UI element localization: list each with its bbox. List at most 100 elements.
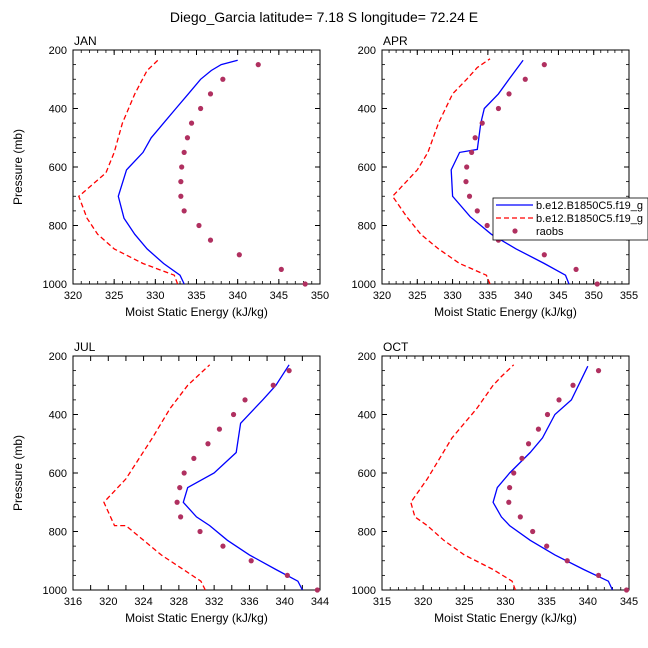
raobs-point (464, 164, 470, 170)
raobs-point (181, 208, 187, 214)
legend-label: raobs (536, 226, 564, 238)
series-line-model2 (103, 364, 211, 591)
raobs-point (197, 528, 203, 535)
raobs-point (570, 382, 576, 388)
x-tick-label: 336 (240, 596, 258, 608)
plot-frame (381, 355, 630, 591)
legend-label: b.e12.B1850C5.f19_g (536, 200, 643, 212)
x-tick-label: 340 (228, 290, 246, 302)
raobs-point (278, 266, 284, 272)
x-tick-label: 315 (373, 596, 391, 608)
raobs-point (506, 91, 512, 97)
raobs-point (472, 135, 478, 141)
x-tick-label: 320 (64, 290, 82, 302)
panels: JAN 320 325 330 335 340 345 350 200 400 600 800 1000… (11, 34, 638, 625)
raobs-point (230, 411, 237, 418)
x-tick-label: 320 (373, 290, 391, 302)
raobs-point (595, 368, 602, 374)
raobs-point (174, 499, 180, 505)
y-tick-label: 1000 (352, 585, 376, 597)
raobs-point (623, 587, 630, 593)
raobs-point (506, 499, 512, 505)
x-tick-label: 320 (99, 596, 117, 608)
raobs-point (525, 441, 532, 447)
raobs-point (179, 164, 185, 170)
raobs-point (178, 179, 184, 185)
x-tick-label: 330 (496, 596, 514, 608)
raobs-point (474, 208, 480, 214)
raobs-point (541, 62, 547, 68)
y-tick-label: 200 (358, 45, 376, 57)
chart-panel-jul: JUL 316 320 324 328 332 336 340 344 200 400 600 800 1… (11, 340, 329, 625)
raobs-point (466, 193, 473, 199)
raobs-point (220, 76, 226, 82)
raobs-point (564, 558, 570, 564)
y-tick-label: 400 (358, 410, 376, 422)
x-tick-label: 345 (620, 596, 638, 608)
series-line-model1 (182, 364, 303, 591)
raobs-point (178, 514, 184, 520)
raobs-point (519, 455, 525, 461)
raobs-point (544, 543, 550, 549)
plot-frame (72, 355, 321, 591)
legend-marker-raobs (512, 228, 518, 234)
x-tick-label: 320 (414, 596, 432, 608)
raobs-point (302, 281, 308, 287)
x-tick-label: 324 (134, 596, 152, 608)
raobs-point (511, 470, 517, 476)
x-tick-label: 335 (537, 596, 555, 608)
series-line-model1 (492, 365, 614, 591)
x-tick-label: 335 (479, 290, 497, 302)
y-tick-label: 200 (358, 351, 376, 363)
raobs-point (177, 485, 183, 491)
chart-panel-jan: JAN 320 325 330 335 340 345 350 200 400 600 800 1000… (11, 34, 329, 319)
x-axis-label: Moist Static Energy (kJ/kg) (434, 611, 577, 625)
y-tick-label: 600 (49, 162, 67, 174)
raobs-point (286, 368, 292, 374)
raobs-point (236, 252, 242, 258)
x-tick-label: 355 (620, 290, 638, 302)
raobs-point (242, 397, 248, 403)
y-tick-label: 600 (49, 468, 67, 480)
x-axis-label: Moist Static Energy (kJ/kg) (125, 305, 268, 319)
raobs-point (535, 426, 542, 432)
y-tick-label: 800 (49, 221, 67, 233)
x-tick-label: 350 (585, 290, 603, 302)
x-tick-label: 340 (276, 596, 294, 608)
raobs-point (479, 120, 485, 126)
y-tick-label: 1000 (352, 279, 376, 291)
raobs-point (207, 237, 214, 243)
raobs-point (495, 105, 502, 112)
raobs-point (205, 441, 211, 447)
panel-title: JUL (74, 340, 96, 354)
y-tick-label: 1000 (43, 279, 67, 291)
raobs-point (216, 426, 223, 432)
raobs-point (544, 411, 551, 418)
x-tick-label: 350 (311, 290, 329, 302)
x-tick-label: 335 (187, 290, 205, 302)
y-tick-label: 200 (49, 351, 67, 363)
raobs-point (556, 397, 562, 403)
raobs-point (517, 514, 523, 520)
raobs-point (522, 76, 528, 82)
raobs-point (181, 149, 187, 155)
x-axis-label: Moist Static Energy (kJ/kg) (434, 305, 577, 319)
raobs-point (178, 193, 184, 199)
x-tick-label: 328 (170, 596, 188, 608)
raobs-point (284, 572, 290, 578)
raobs-point (184, 135, 191, 141)
y-tick-label: 800 (49, 527, 67, 539)
raobs-point (220, 543, 226, 549)
series-line-model2 (410, 364, 517, 591)
chart-panel-apr: APR 320 325 330 335 340 345 350 355 200 400 600 800 1… (352, 34, 639, 319)
raobs-point (469, 149, 475, 155)
raobs-point (594, 281, 600, 287)
x-tick-label: 316 (64, 596, 82, 608)
x-tick-label: 330 (443, 290, 461, 302)
raobs-point (541, 252, 547, 258)
y-tick-label: 400 (358, 104, 376, 116)
raobs-point (191, 455, 197, 461)
raobs-point (248, 558, 254, 564)
raobs-point (463, 179, 469, 185)
